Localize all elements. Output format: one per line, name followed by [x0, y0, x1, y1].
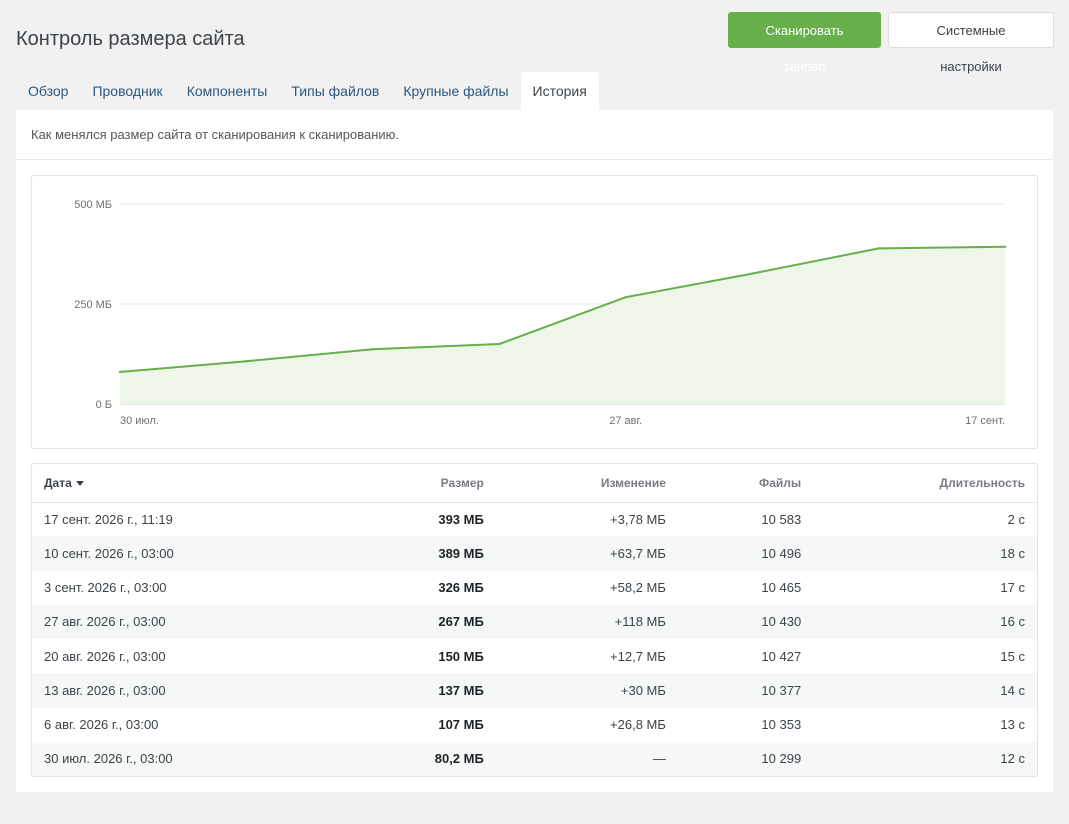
- column-header-size[interactable]: Размер: [346, 464, 496, 503]
- table-row: 20 авг. 2026 г., 03:00 150 МБ +12,7 МБ 1…: [32, 639, 1037, 673]
- cell-date: 6 авг. 2026 г., 03:00: [44, 717, 159, 733]
- tab-file-types[interactable]: Типы файлов: [291, 83, 380, 99]
- x-tick-label: 17 сент.: [965, 415, 1005, 427]
- data-point: [877, 247, 880, 250]
- cell-duration: 17 с: [1000, 580, 1025, 596]
- data-point: [245, 360, 248, 363]
- cell-change: +3,78 МБ: [610, 511, 666, 527]
- cell-files: 10 427: [761, 648, 802, 664]
- table-row: 27 авг. 2026 г., 03:00 267 МБ +118 МБ 10…: [32, 604, 1037, 639]
- cell-size: 137 МБ: [438, 682, 484, 698]
- cell-duration: 12 с: [1000, 751, 1025, 767]
- cell-change: —: [652, 751, 666, 767]
- data-point: [1003, 245, 1007, 248]
- column-header-change[interactable]: Изменение: [495, 464, 678, 503]
- page-title: Контроль размера сайта: [16, 28, 245, 50]
- cell-date: 17 сент. 2026 г., 11:19: [44, 511, 173, 527]
- cell-change: +63,7 МБ: [610, 545, 666, 561]
- y-tick-label: 500 МБ: [74, 199, 112, 211]
- size-line: [119, 245, 1006, 373]
- cell-change: +30 МБ: [620, 682, 666, 698]
- table-header-row: Дата Размер Изменение Файлы Длительность: [32, 464, 1037, 503]
- column-header-duration[interactable]: Длительность: [813, 464, 1037, 503]
- cell-duration: 13 с: [1000, 717, 1025, 733]
- cell-size: 326 МБ: [438, 580, 484, 596]
- size-history-chart: 0 Б 250 МБ 500 МБ 30 июл. 27 авг. 17 сент.: [31, 175, 1038, 449]
- cell-change: +12,7 МБ: [610, 648, 666, 664]
- scan-history-table: Дата Размер Изменение Файлы Длительность…: [31, 463, 1038, 777]
- cell-size: 393 МБ: [438, 511, 484, 527]
- cell-date: 30 июл. 2026 г., 03:00: [44, 751, 173, 767]
- cell-files: 10 430: [761, 614, 802, 630]
- y-tick-label: 0 Б: [96, 399, 112, 411]
- table-row: 17 сент. 2026 г., 11:19 393 МБ +3,78 МБ …: [32, 502, 1037, 536]
- cell-date: 13 авг. 2026 г., 03:00: [44, 682, 166, 698]
- tab-explorer[interactable]: Проводник: [92, 83, 163, 99]
- tab-large-files[interactable]: Крупные файлы: [403, 83, 509, 99]
- x-tick-label: 30 июл.: [120, 415, 159, 427]
- cell-date: 27 авг. 2026 г., 03:00: [44, 614, 166, 630]
- cell-size: 107 МБ: [438, 717, 484, 733]
- cell-change: +118 МБ: [614, 614, 666, 630]
- cell-date: 10 сент. 2026 г., 03:00: [44, 545, 174, 561]
- cell-size: 389 МБ: [438, 545, 484, 561]
- tab-overview[interactable]: Обзор: [28, 83, 69, 99]
- x-tick-label: 27 авг.: [609, 415, 642, 427]
- tab-components[interactable]: Компоненты: [186, 83, 268, 99]
- y-tick-label: 250 МБ: [74, 299, 112, 311]
- cell-change: +26,8 МБ: [610, 717, 666, 733]
- cell-files: 10 496: [761, 545, 802, 561]
- cell-duration: 2 с: [1007, 511, 1025, 527]
- cell-size: 267 МБ: [438, 614, 484, 630]
- data-point: [371, 348, 375, 351]
- cell-date: 20 авг. 2026 г., 03:00: [44, 648, 166, 664]
- column-header-date[interactable]: Дата: [32, 464, 347, 503]
- sort-desc-icon: [75, 481, 84, 487]
- table-row: 10 сент. 2026 г., 03:00 389 МБ +63,7 МБ …: [32, 536, 1037, 571]
- table-row: 13 авг. 2026 г., 03:00 137 МБ +30 МБ 10 …: [32, 673, 1037, 708]
- tab-history[interactable]: История: [520, 72, 599, 110]
- table-row: 30 июл. 2026 г., 03:00 80,2 МБ — 10 299 …: [32, 741, 1037, 776]
- cell-duration: 16 с: [1000, 614, 1025, 630]
- chart-canvas: 0 Б 250 МБ 500 МБ 30 июл. 27 авг. 17 сент.: [74, 199, 1007, 427]
- table-row: 6 авг. 2026 г., 03:00 107 МБ +26,8 МБ 10…: [32, 708, 1037, 742]
- cell-files: 10 299: [761, 751, 802, 767]
- data-point: [118, 370, 122, 374]
- cell-duration: 14 с: [1000, 682, 1025, 698]
- tab-bar: Обзор Проводник Компоненты Типы файлов К…: [16, 72, 599, 110]
- data-point: [750, 272, 754, 275]
- table-row: 3 сент. 2026 г., 03:00 326 МБ +58,2 МБ 1…: [32, 571, 1037, 605]
- cell-size: 80,2 МБ: [434, 751, 484, 767]
- cell-files: 10 353: [761, 717, 802, 733]
- size-area: [120, 246, 1005, 404]
- cell-files: 10 465: [761, 580, 802, 596]
- cell-date: 3 сент. 2026 г., 03:00: [44, 580, 167, 596]
- cell-size: 150 МБ: [438, 648, 484, 664]
- system-settings-button[interactable]: Системные настройки: [888, 12, 1054, 74]
- data-point: [624, 296, 627, 299]
- rescan-button[interactable]: Сканировать заново: [728, 12, 881, 74]
- cell-files: 10 583: [761, 511, 802, 527]
- cell-duration: 15 с: [1000, 648, 1025, 664]
- cell-change: +58,2 МБ: [610, 580, 666, 596]
- history-panel: Как менялся размер сайта от сканирования…: [16, 110, 1053, 792]
- column-header-files[interactable]: Файлы: [677, 464, 814, 503]
- cell-files: 10 377: [761, 682, 802, 698]
- panel-description: Как менялся размер сайта от сканирования…: [16, 110, 1053, 160]
- column-header-date-label: Дата: [44, 475, 72, 490]
- data-point: [498, 342, 501, 346]
- cell-duration: 18 с: [1000, 545, 1025, 561]
